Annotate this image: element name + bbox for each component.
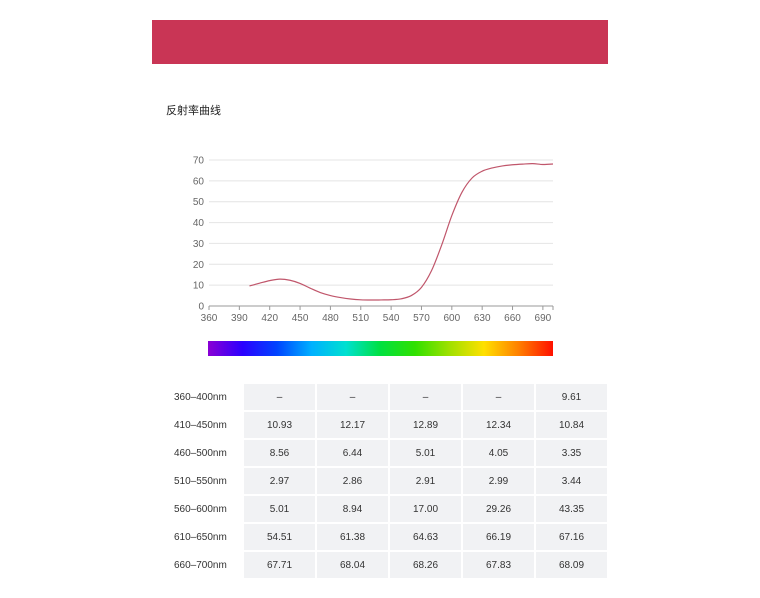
x-tick-label: 420 — [261, 313, 278, 324]
wavelength-range-label: 410–450nm — [168, 412, 242, 438]
y-tick-label: 60 — [193, 176, 205, 187]
reflectance-value-cell: – — [317, 384, 388, 410]
y-tick-label: 70 — [193, 156, 205, 167]
wavelength-range-label: 360–400nm — [168, 384, 242, 410]
reflectance-value-cell: 6.44 — [317, 440, 388, 466]
reflectance-value-cell: 43.35 — [536, 496, 607, 522]
table-row: 510–550nm 2.97 2.86 2.91 2.99 3.44 — [168, 468, 607, 494]
chart-grid — [209, 159, 553, 286]
x-tick-label: 540 — [383, 313, 400, 324]
reflectance-value-cell: 68.26 — [390, 552, 461, 578]
table-row: 410–450nm 10.93 12.17 12.89 12.34 10.84 — [168, 412, 607, 438]
reflectance-value-cell: 12.89 — [390, 412, 461, 438]
y-tick-label: 0 — [198, 302, 204, 313]
x-tick-label: 480 — [322, 313, 339, 324]
reflectance-value-cell: 10.93 — [244, 412, 315, 438]
reflectance-value-cell: 8.94 — [317, 496, 388, 522]
reflectance-value-cell: 5.01 — [244, 496, 315, 522]
y-tick-label: 20 — [193, 260, 205, 271]
chart-axes — [208, 305, 554, 310]
reflectance-value-cell: 61.38 — [317, 524, 388, 550]
y-tick-label: 40 — [193, 218, 205, 229]
wavelength-range-label: 510–550nm — [168, 468, 242, 494]
chart-ticks: 0 10 20 30 40 50 60 70 360 390 420 450 480 510 540 570 6… — [193, 156, 552, 325]
reflectance-value-cell: 8.56 — [244, 440, 315, 466]
reflectance-table: 360–400nm – – – –9.61 410–450nm 10.93 12.17 12.8… — [166, 382, 609, 580]
x-tick-label: 690 — [535, 313, 552, 324]
table-row: 560–600nm 5.01 8.94 17.00 29.26 43.35 — [168, 496, 607, 522]
reflectance-value-cell: 68.04 — [317, 552, 388, 578]
wavelength-range-label: 460–500nm — [168, 440, 242, 466]
reflectance-value-cell: 3.35 — [536, 440, 607, 466]
x-tick-label: 600 — [443, 313, 460, 324]
x-tick-label: 510 — [352, 313, 369, 324]
reflectance-line — [249, 163, 554, 301]
y-tick-label: 50 — [193, 197, 205, 208]
table-row: 660–700nm 67.71 68.04 68.26 67.83 68.09 — [168, 552, 607, 578]
reflectance-value-cell: 29.26 — [463, 496, 534, 522]
reflectance-value-cell: 67.83 — [463, 552, 534, 578]
x-tick-label: 360 — [201, 313, 218, 324]
reflectance-value-cell: 9.61 — [536, 384, 607, 410]
section-title: 反射率曲线 — [166, 104, 221, 117]
table-row: 360–400nm – – – –9.61 — [168, 384, 607, 410]
table-row: 460–500nm 8.56 6.44 5.01 4.05 3.35 — [168, 440, 607, 466]
wavelength-range-label: 560–600nm — [168, 496, 242, 522]
y-tick-label: 30 — [193, 239, 205, 250]
y-tick-label: 10 — [193, 281, 205, 292]
reflectance-value-cell: – — [390, 384, 461, 410]
reflectance-value-cell: 12.17 — [317, 412, 388, 438]
reflectance-value-cell: 66.19 — [463, 524, 534, 550]
reflectance-value-cell: 67.16 — [536, 524, 607, 550]
wavelength-range-label: 660–700nm — [168, 552, 242, 578]
reflectance-value-cell: 5.01 — [390, 440, 461, 466]
reflectance-value-cell: 12.34 — [463, 412, 534, 438]
reflectance-value-cell: 4.05 — [463, 440, 534, 466]
x-tick-label: 570 — [413, 313, 430, 324]
reflectance-value-cell: 2.97 — [244, 468, 315, 494]
reflectance-value-cell: 17.00 — [390, 496, 461, 522]
reflectance-chart: 0 10 20 30 40 50 60 70 360 390 420 450 480 510 540 570 6… — [193, 156, 554, 325]
reflectance-value-cell: 10.84 — [536, 412, 607, 438]
x-tick-label: 630 — [474, 313, 491, 324]
reflectance-value-cell: – — [244, 384, 315, 410]
visible-spectrum-bar — [208, 341, 553, 356]
reflectance-value-cell: 68.09 — [536, 552, 607, 578]
table-row: 610–650nm 54.51 61.38 64.63 66.19 67.16 — [168, 524, 607, 550]
reflectance-value-cell: 54.51 — [244, 524, 315, 550]
reflectance-value-cell: 64.63 — [390, 524, 461, 550]
x-tick-label: 660 — [504, 313, 521, 324]
chart-series — [249, 163, 554, 301]
wavelength-range-label: 610–650nm — [168, 524, 242, 550]
color-swatch-banner — [152, 20, 608, 64]
reflectance-value-cell: 2.91 — [390, 468, 461, 494]
reflectance-value-cell: 2.99 — [463, 468, 534, 494]
reflectance-value-cell: 67.71 — [244, 552, 315, 578]
reflectance-value-cell: 3.44 — [536, 468, 607, 494]
x-tick-label: 390 — [231, 313, 248, 324]
reflectance-value-cell: – — [463, 384, 534, 410]
x-tick-label: 450 — [292, 313, 309, 324]
reflectance-value-cell: 2.86 — [317, 468, 388, 494]
